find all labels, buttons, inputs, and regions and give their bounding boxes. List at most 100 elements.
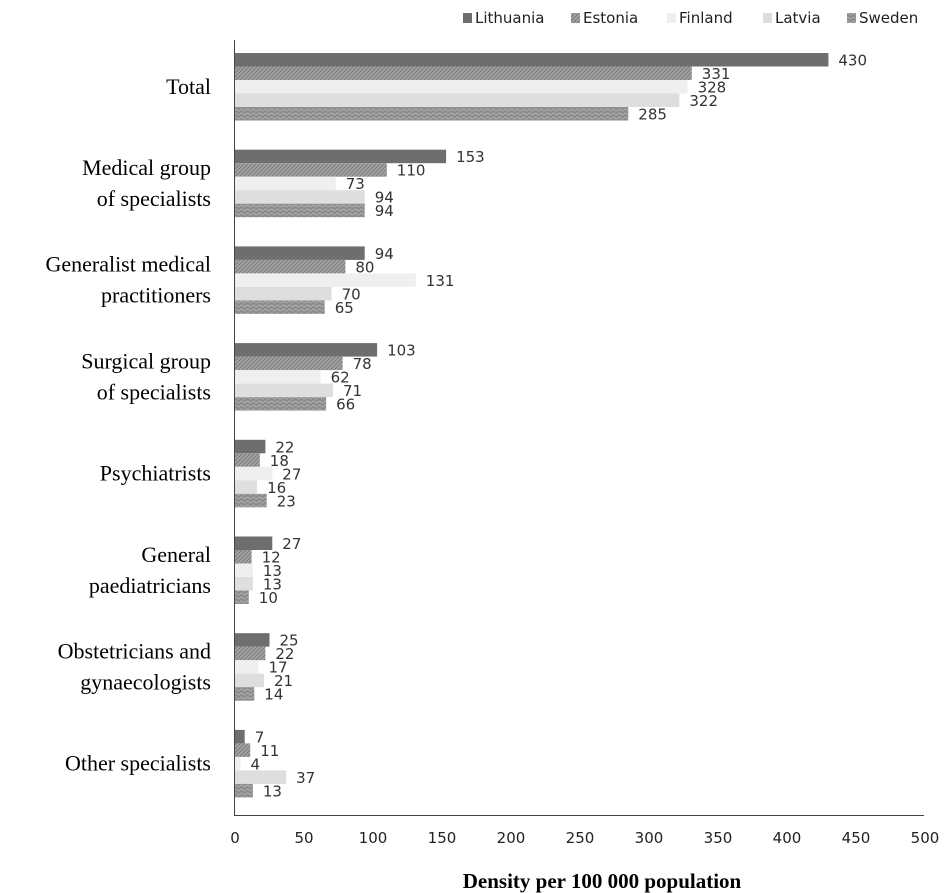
bar-estonia-6 <box>235 646 266 661</box>
data-label-finland-6: 17 <box>269 659 288 677</box>
bar-sweden-6 <box>235 687 255 701</box>
category-label-6: Obstetricians and gynaecologists <box>58 639 211 695</box>
x-tick-label-500: 500 <box>911 829 940 847</box>
data-label-sweden-1: 94 <box>375 202 394 220</box>
data-label-latvia-1: 94 <box>375 189 394 207</box>
x-tick-label-0: 0 <box>230 829 240 847</box>
bar-estonia-1 <box>235 163 387 177</box>
bar-lithuania-5 <box>235 536 273 550</box>
data-label-latvia-6: 21 <box>274 672 293 690</box>
bar-sweden-5 <box>235 590 249 604</box>
category-label-2: Generalist medical practitioners <box>45 252 211 308</box>
data-label-sweden-3: 66 <box>336 396 355 414</box>
bar-estonia-2 <box>235 259 346 274</box>
data-label-sweden-7: 13 <box>263 782 282 800</box>
bar-estonia-0 <box>235 66 692 80</box>
bar-finland-6 <box>235 660 259 674</box>
data-label-sweden-6: 14 <box>264 686 283 704</box>
bar-estonia-3 <box>235 356 343 371</box>
bar-finland-0 <box>235 80 688 94</box>
bar-sweden-7 <box>235 783 253 798</box>
data-label-finland-5: 13 <box>263 562 282 580</box>
data-label-lithuania-6: 25 <box>280 632 299 650</box>
x-tick-label-350: 350 <box>704 829 733 847</box>
x-tick-label-400: 400 <box>773 829 802 847</box>
bar-lithuania-2 <box>235 246 365 260</box>
bar-sweden-1 <box>235 203 365 218</box>
bar-finland-1 <box>235 176 336 191</box>
data-label-estonia-0: 331 <box>702 65 731 83</box>
bar-lithuania-4 <box>235 439 266 454</box>
bar-finland-4 <box>235 466 273 481</box>
bar-sweden-3 <box>235 397 327 411</box>
x-axis-title: Density per 100 000 population <box>463 869 742 893</box>
data-label-estonia-7: 11 <box>260 742 279 760</box>
x-tick-label-200: 200 <box>497 829 526 847</box>
data-label-sweden-0: 285 <box>638 106 667 124</box>
legend-label-finland: Finland <box>679 9 733 27</box>
legend-swatch-estonia <box>571 13 580 23</box>
bar-latvia-2 <box>235 286 332 301</box>
data-label-estonia-2: 80 <box>355 258 374 276</box>
bar-finland-3 <box>235 370 321 384</box>
data-label-latvia-7: 37 <box>296 769 315 787</box>
data-label-lithuania-2: 94 <box>375 245 394 263</box>
legend-swatch-finland <box>667 13 676 23</box>
category-label-7: Other specialists <box>65 751 211 776</box>
data-label-latvia-2: 70 <box>342 285 361 303</box>
legend-label-latvia: Latvia <box>775 9 821 27</box>
bar-estonia-7 <box>235 743 251 757</box>
bar-latvia-1 <box>235 190 365 204</box>
x-tick-label-150: 150 <box>428 829 457 847</box>
bar-latvia-7 <box>235 770 287 784</box>
bar-finland-2 <box>235 273 416 287</box>
bar-latvia-3 <box>235 383 333 398</box>
legend-label-lithuania: Lithuania <box>475 9 544 27</box>
data-label-latvia-3: 71 <box>343 382 362 400</box>
x-tick-label-50: 50 <box>294 829 313 847</box>
data-label-lithuania-1: 153 <box>456 148 485 166</box>
x-tick-label-250: 250 <box>566 829 595 847</box>
bar-sweden-2 <box>235 300 325 314</box>
data-label-latvia-5: 13 <box>263 576 282 594</box>
data-label-lithuania-5: 27 <box>282 535 301 553</box>
data-label-sweden-5: 10 <box>259 589 278 607</box>
category-label-5: General paediatricians <box>89 542 211 598</box>
data-label-latvia-4: 16 <box>267 479 286 497</box>
data-label-estonia-4: 18 <box>270 452 289 470</box>
legend-label-sweden: Sweden <box>859 9 918 27</box>
data-label-finland-4: 27 <box>282 465 301 483</box>
bar-latvia-0 <box>235 93 680 107</box>
bar-sweden-4 <box>235 493 267 508</box>
legend: Lithuania Estonia Finland Latvia Sweden <box>463 9 918 27</box>
data-label-estonia-5: 12 <box>262 549 281 567</box>
bar-lithuania-1 <box>235 149 447 164</box>
data-label-finland-3: 62 <box>331 369 350 387</box>
bar-lithuania-6 <box>235 633 270 647</box>
x-tick-label-450: 450 <box>842 829 871 847</box>
bar-latvia-5 <box>235 577 253 591</box>
data-label-estonia-3: 78 <box>353 355 372 373</box>
data-label-lithuania-7: 7 <box>255 728 265 746</box>
legend-label-estonia: Estonia <box>583 9 638 27</box>
legend-swatch-sweden <box>847 13 856 23</box>
data-label-finland-2: 131 <box>426 272 455 290</box>
data-label-sweden-2: 65 <box>335 299 354 317</box>
data-label-lithuania-0: 430 <box>838 52 867 70</box>
bar-sweden-0 <box>235 107 629 121</box>
data-label-sweden-4: 23 <box>277 492 296 510</box>
x-tick-labels: 0 50 100 150 200 250 300 350 400 450 500 <box>230 829 939 847</box>
data-label-latvia-0: 322 <box>689 92 718 110</box>
bar-finland-5 <box>235 563 253 577</box>
bars <box>235 53 829 798</box>
data-label-finland-7: 4 <box>251 755 261 773</box>
bar-lithuania-7 <box>235 729 245 744</box>
legend-swatch-lithuania <box>463 13 472 23</box>
data-label-estonia-1: 110 <box>397 162 426 180</box>
category-label-0: Total <box>166 74 211 99</box>
category-label-4: Psychiatrists <box>100 461 211 486</box>
bar-latvia-6 <box>235 673 264 688</box>
legend-swatch-latvia <box>763 13 772 23</box>
data-label-finland-0: 328 <box>698 79 727 97</box>
